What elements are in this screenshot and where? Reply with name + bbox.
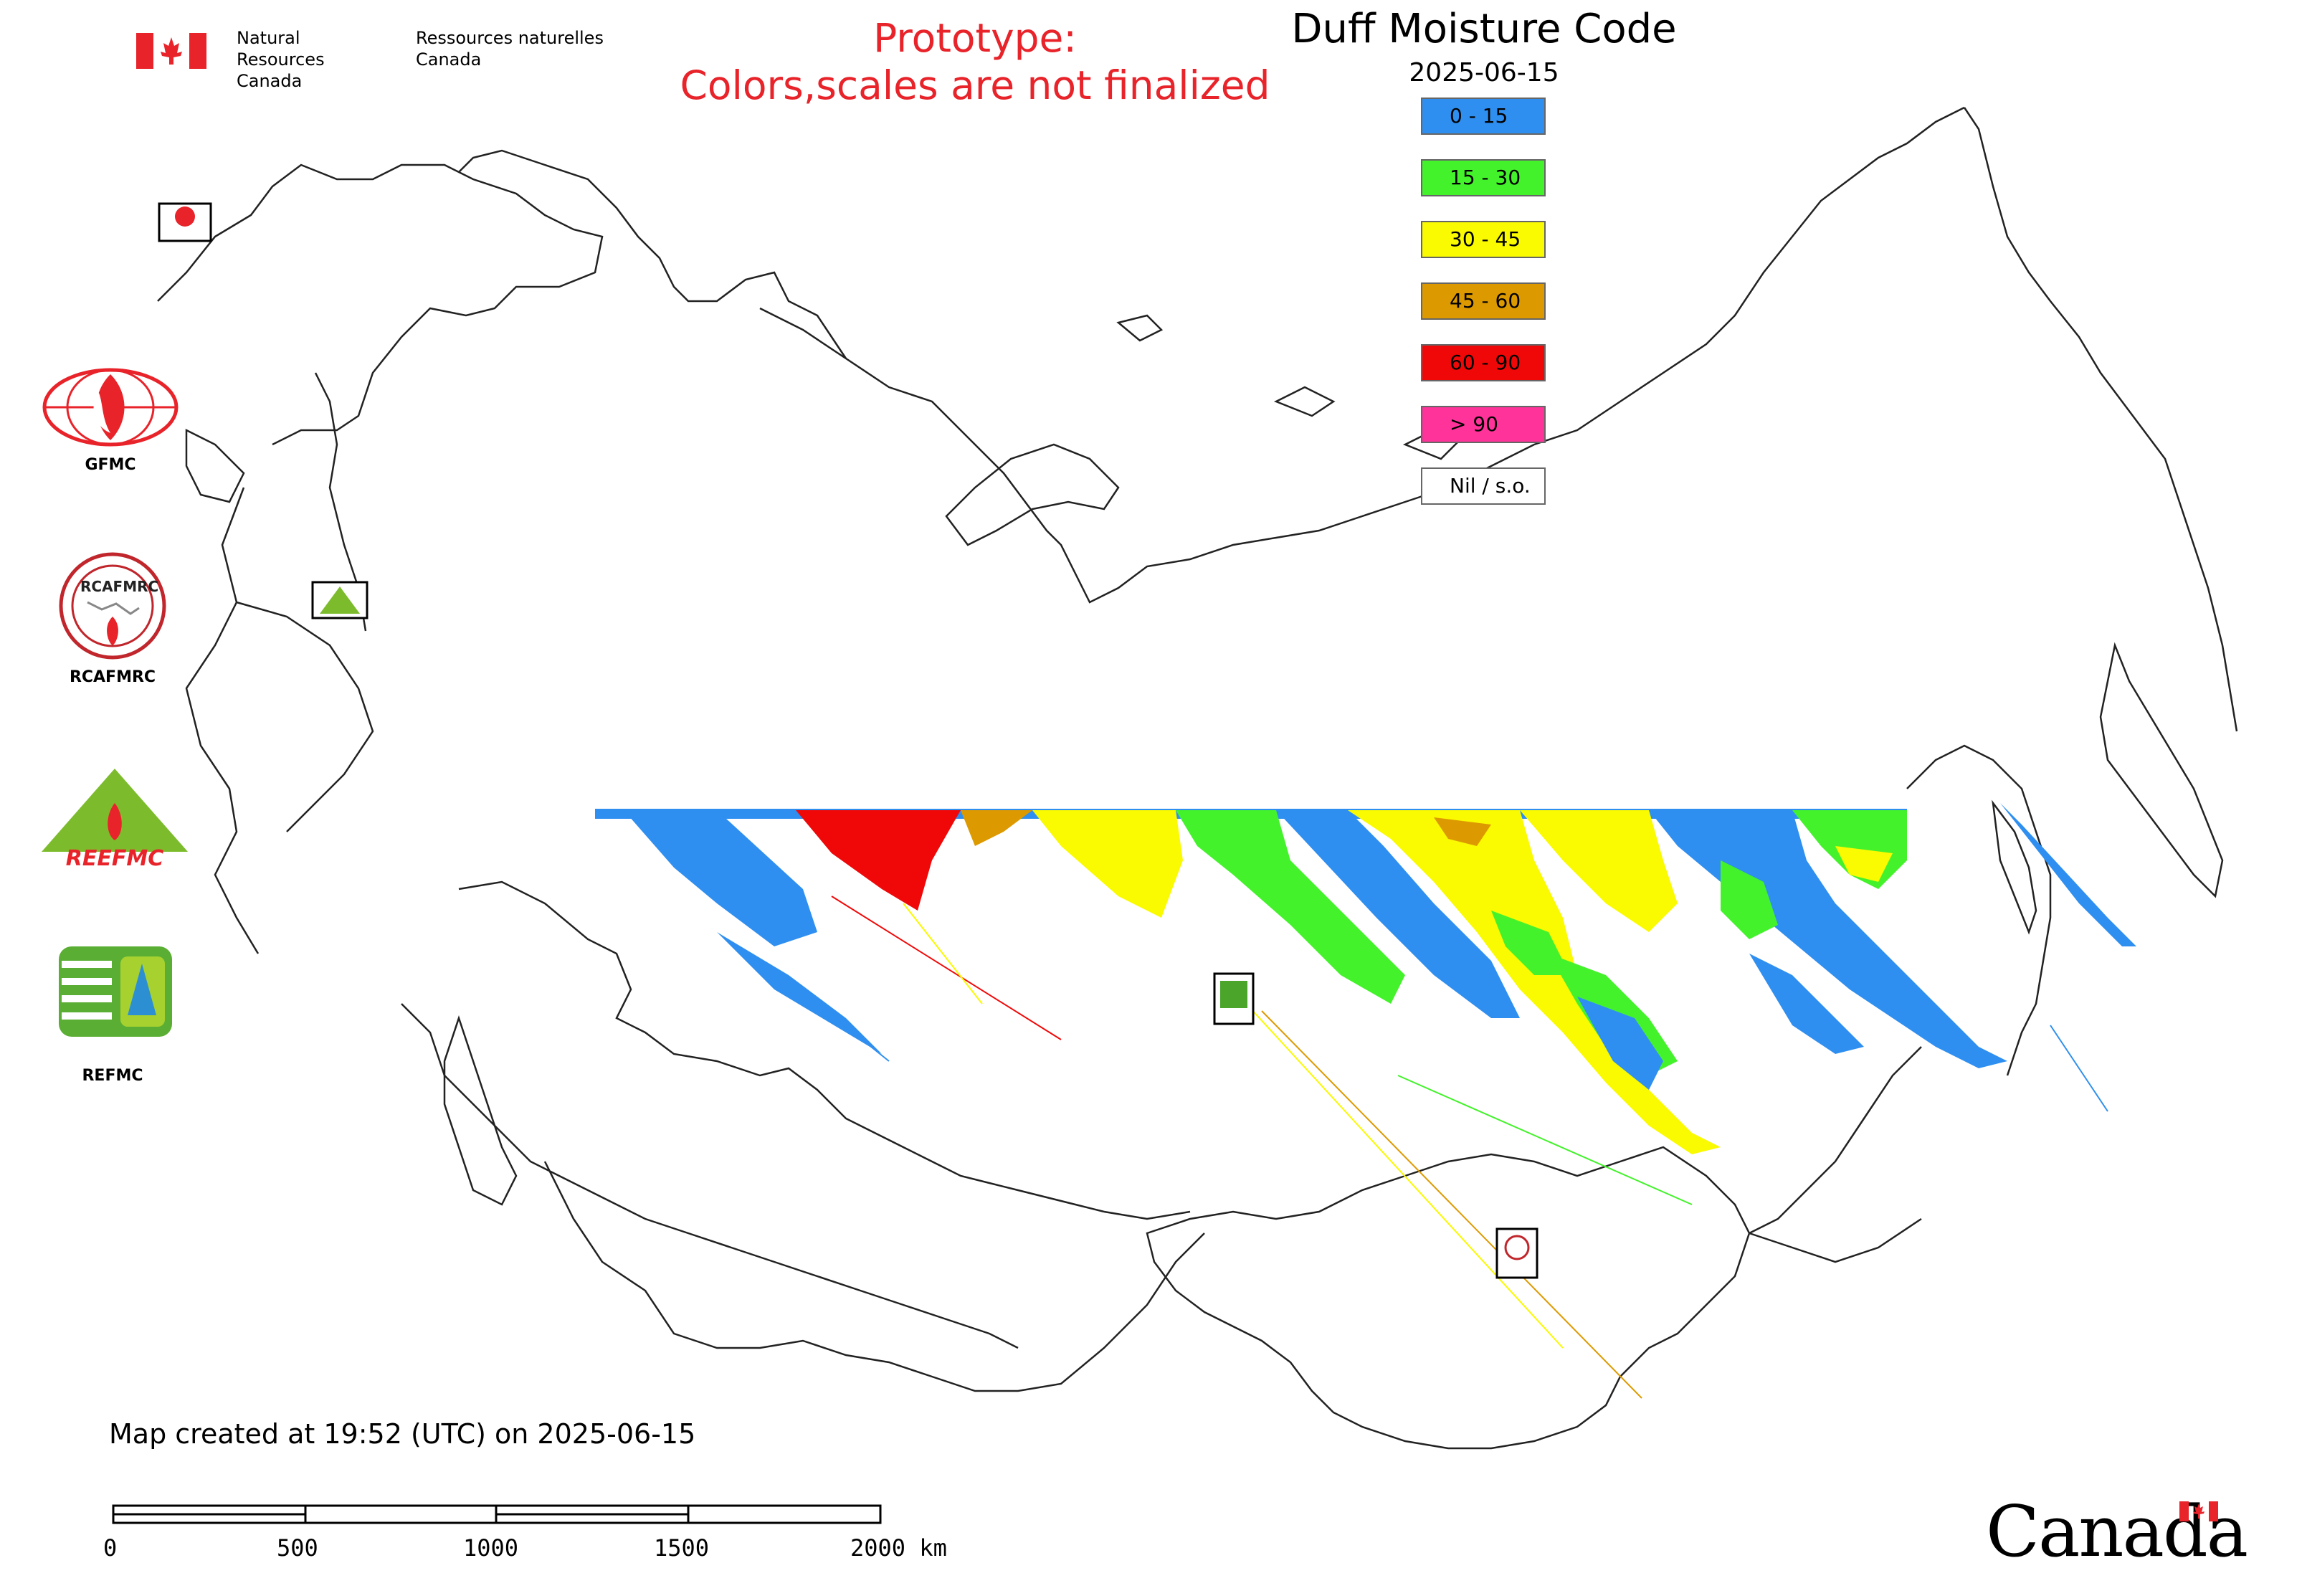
legend-item-15-30: 15 - 30: [1421, 159, 1546, 196]
map-date: 2025-06-15: [1409, 58, 1559, 87]
rcafmrc-logo-text: RCAFMRC: [80, 578, 159, 595]
gfmc-logo-icon: [42, 368, 179, 447]
wordmark-flag-icon: [2179, 1501, 2218, 1521]
refmc-label: REFMC: [82, 1067, 143, 1085]
rcafmrc-label: RCAFMRC: [69, 668, 156, 686]
scale-bar: [112, 1504, 882, 1524]
rcafmrc-marker-icon: [1504, 1235, 1530, 1260]
prototype-line1: Prototype:: [873, 15, 1077, 61]
legend-item-60-90: 60 - 90: [1421, 344, 1546, 381]
refmc-marker-icon: [1220, 981, 1247, 1008]
legend-item-0-15: 0 - 15: [1421, 98, 1546, 135]
reefmc-logo-text: REEFMC: [65, 846, 164, 871]
dmc-data-swaths: [595, 803, 2136, 1399]
prototype-notice: Prototype: Colors,scales are not finaliz…: [631, 14, 1319, 109]
legend-item-30-45: 30 - 45: [1421, 221, 1546, 258]
agency-fr-line2: Canada: [416, 49, 482, 70]
agency-en-line2: Canada: [237, 71, 303, 91]
agency-fr-line1: Ressources naturelles: [416, 28, 604, 48]
agency-en-line1: Natural Resources: [237, 28, 325, 70]
legend-item-45-60: 45 - 60: [1421, 282, 1546, 320]
map-title: Duff Moisture Code: [1291, 6, 1677, 52]
agency-map-markers: [158, 202, 1538, 1279]
refmc-logo-icon: [59, 946, 172, 1037]
gfmc-label: GFMC: [85, 456, 136, 474]
scale-tick-500: 500: [277, 1534, 318, 1562]
canada-wordmark: Canada: [1986, 1491, 2248, 1573]
legend-item-over-90: > 90: [1421, 406, 1546, 443]
scale-tick-2000-km: 2000 km: [850, 1534, 947, 1562]
legend-item-nil: Nil / s.o.: [1421, 467, 1546, 505]
map-created-note: Map created at 19:52 (UTC) on 2025-06-15: [109, 1418, 696, 1450]
agency-name-english: Natural Resources Canada: [237, 27, 325, 92]
reefmc-marker-icon: [320, 586, 360, 614]
scale-tick-1500: 1500: [654, 1534, 710, 1562]
coastline-outlines: [157, 106, 2238, 1450]
scale-tick-1000: 1000: [463, 1534, 519, 1562]
prototype-line2: Colors,scales are not finalized: [680, 62, 1270, 108]
canada-flag-icon: [136, 33, 206, 69]
agency-name-french: Ressources naturelles Canada: [416, 27, 604, 70]
scale-tick-0: 0: [103, 1534, 118, 1562]
reefmc-logo-icon: [42, 769, 188, 852]
gfmc-marker-icon: [175, 206, 195, 227]
rcafmrc-logo-icon: [59, 552, 166, 660]
